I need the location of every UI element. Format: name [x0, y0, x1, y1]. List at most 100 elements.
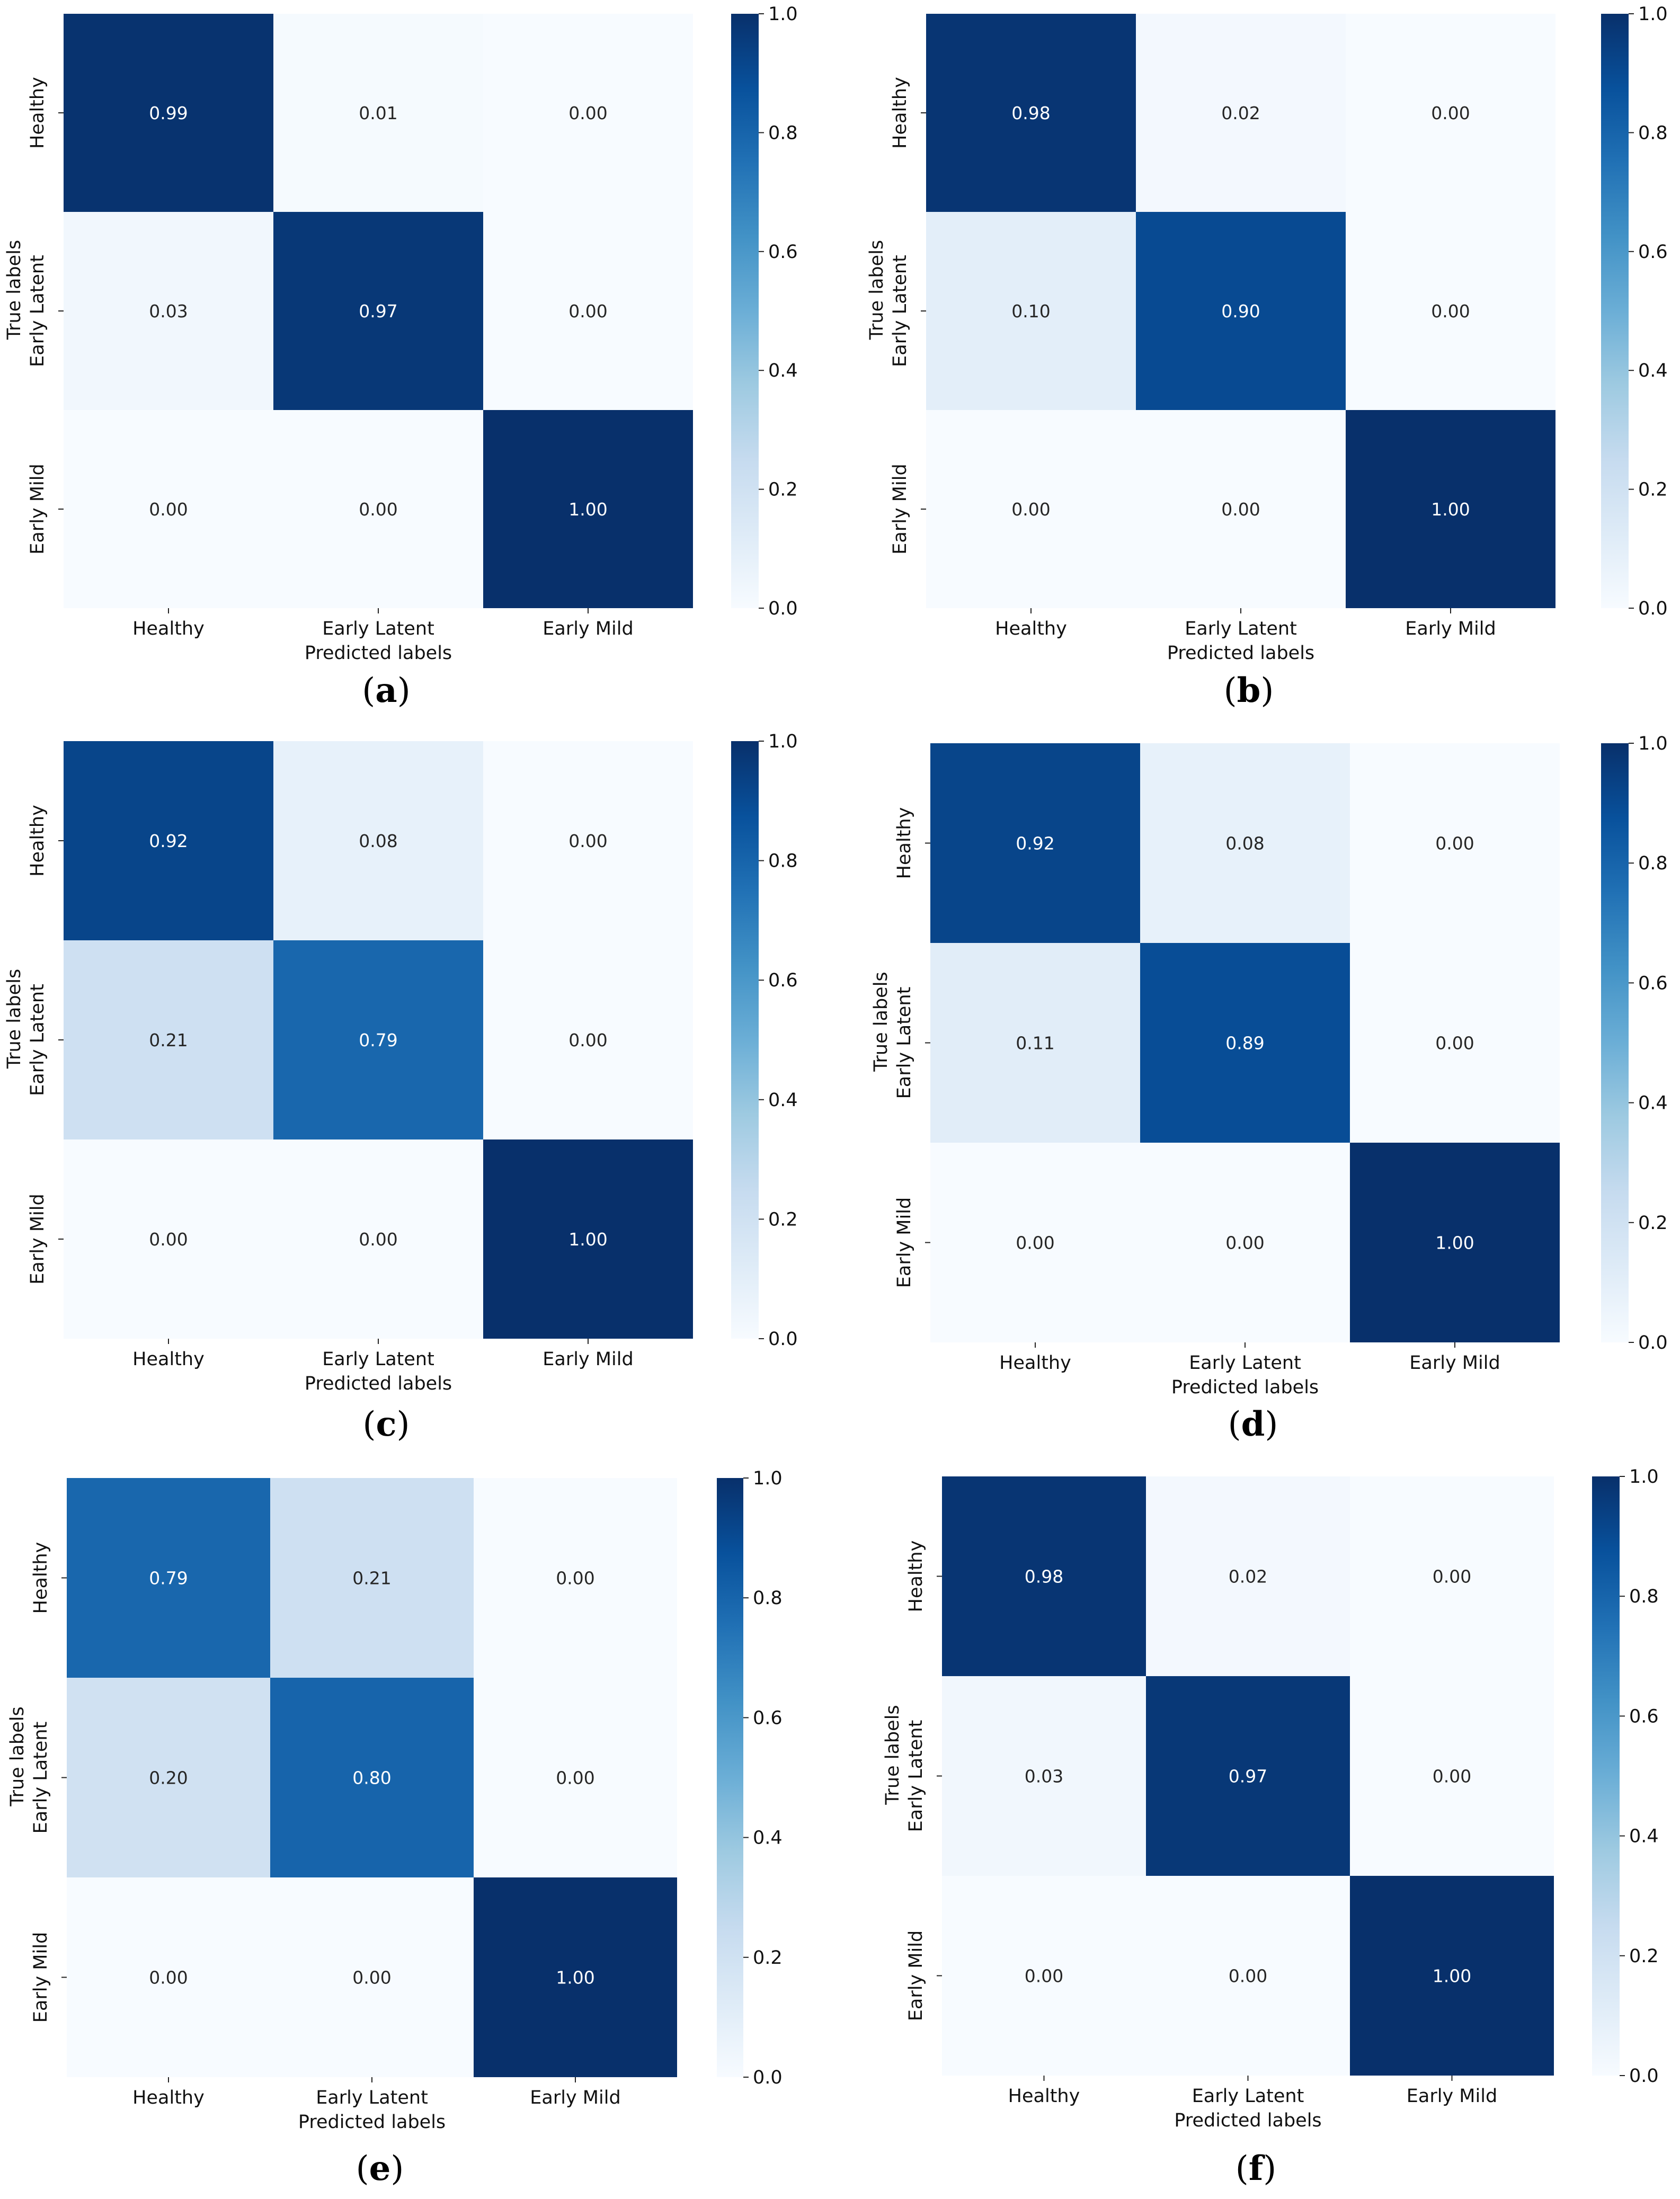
colorbar-tick-label: 0.0 — [768, 1329, 798, 1350]
cell-value-label: 0.80 — [352, 1768, 391, 1788]
heatmap-cell — [1350, 743, 1560, 943]
colorbar-tick-label: 0.0 — [1638, 598, 1668, 619]
cell-value-label: 1.00 — [568, 1229, 607, 1250]
colorbar-tick-label: 0.0 — [753, 2067, 783, 2088]
cell-value-label: 0.00 — [359, 1229, 397, 1250]
y-tick-label: Early Mild — [890, 464, 911, 554]
cell-value-label: 0.00 — [556, 1768, 594, 1788]
y-tick-label: Healthy — [894, 807, 915, 879]
panel-label: (b) — [1224, 671, 1274, 710]
cell-value-label: 0.00 — [568, 1030, 607, 1050]
x-axis-label: Predicted labels — [1171, 1377, 1319, 1398]
colorbar-tick-label: 0.6 — [753, 1707, 783, 1729]
heatmap-cell — [483, 410, 693, 608]
heatmap-cell — [930, 943, 1140, 1143]
heatmap-cell — [474, 1678, 677, 1877]
colorbar-tick-label: 0.8 — [1638, 122, 1668, 144]
heatmap-cell — [1346, 410, 1555, 608]
x-tick-label: Early Latent — [1192, 2086, 1304, 2107]
colorbar-tick-label: 0.0 — [768, 598, 798, 619]
colorbar-tick-label: 0.6 — [1638, 973, 1668, 994]
colorbar-tick-label: 1.0 — [768, 731, 798, 752]
cell-value-label: 0.00 — [352, 1967, 391, 1988]
heatmap-cell — [926, 14, 1136, 212]
cell-value-label: 0.00 — [1229, 1966, 1267, 1987]
colorbar-tick-label: 0.2 — [1638, 1213, 1668, 1234]
heatmap-cell — [483, 741, 693, 940]
heatmap-cell — [67, 1877, 270, 2077]
y-tick-label: Early Mild — [905, 1930, 927, 2021]
colorbar-tick-label: 0.6 — [768, 970, 798, 991]
confusion-matrix-panel: 0.98 0.02 0.00 0.10 0.90 0.00 0.00 0.00 1.00 Heal… — [866, 4, 1668, 710]
x-tick-label: Early Mild — [530, 2087, 620, 2108]
cell-value-label: 0.00 — [568, 103, 607, 123]
heatmap-cell — [1140, 1143, 1350, 1342]
cell-value-label: 0.92 — [149, 831, 188, 851]
x-tick-label: Early Mild — [1407, 2086, 1497, 2107]
heatmap-cell — [1136, 410, 1346, 608]
colorbar-tick-label: 0.8 — [753, 1588, 783, 1609]
heatmap-cell — [483, 212, 693, 410]
cell-value-label: 0.03 — [149, 301, 188, 322]
cell-value-label: 1.00 — [556, 1967, 594, 1988]
x-tick-label: Early Latent — [316, 2087, 428, 2108]
heatmap-cell — [483, 14, 693, 212]
cell-value-label: 1.00 — [568, 499, 607, 520]
heatmap-cell — [64, 741, 273, 940]
heatmap-cell — [474, 1478, 677, 1678]
colorbar-tick-label: 0.4 — [1638, 360, 1668, 381]
y-axis-label: True labels — [4, 969, 25, 1069]
heatmap-cell — [1140, 943, 1350, 1143]
colorbar-tick-label: 0.2 — [1638, 479, 1668, 501]
cell-value-label: 0.79 — [149, 1568, 188, 1589]
heatmap-cell — [270, 1478, 474, 1678]
colorbar-tick-label: 0.4 — [753, 1828, 783, 1849]
cell-value-label: 0.10 — [1011, 301, 1050, 322]
colorbar-tick-label: 0.2 — [1629, 1946, 1659, 1967]
cell-value-label: 0.21 — [149, 1030, 188, 1050]
x-tick-label: Early Mild — [543, 618, 633, 639]
cell-value-label: 0.00 — [359, 499, 397, 520]
heatmap-cell — [930, 1143, 1140, 1342]
confusion-matrix-panel: 0.92 0.08 0.00 0.21 0.79 0.00 0.00 0.00 1.00 Heal… — [4, 731, 798, 1444]
y-tick-label: Healthy — [27, 77, 48, 149]
colorbar-tick-label: 0.6 — [768, 242, 798, 263]
colorbar — [731, 741, 759, 1339]
x-axis-label: Predicted labels — [305, 643, 452, 664]
y-tick-label: Healthy — [905, 1541, 927, 1613]
colorbar-tick-label: 0.4 — [1629, 1826, 1659, 1847]
x-axis-label: Predicted labels — [1174, 2110, 1321, 2131]
x-tick-label: Healthy — [1008, 2086, 1080, 2107]
cell-value-label: 0.02 — [1229, 1566, 1267, 1587]
heatmap-cell — [1350, 943, 1560, 1143]
colorbar-tick-label: 1.0 — [1629, 1466, 1659, 1488]
colorbar — [1592, 1476, 1620, 2076]
cell-value-label: 0.98 — [1011, 103, 1050, 123]
x-tick-label: Early Latent — [322, 618, 434, 639]
x-tick-label: Early Mild — [1409, 1352, 1500, 1374]
heatmap-cell — [273, 410, 483, 608]
cell-value-label: 0.99 — [149, 103, 188, 123]
cell-value-label: 1.00 — [1435, 1233, 1474, 1253]
y-tick-label: Early Latent — [890, 255, 911, 367]
heatmap-cell — [273, 741, 483, 940]
heatmap-cell — [474, 1877, 677, 2077]
cell-value-label: 0.00 — [1221, 499, 1260, 520]
heatmap-cell — [926, 212, 1136, 410]
cell-value-label: 0.79 — [359, 1030, 397, 1050]
y-tick-label: Early Latent — [30, 1722, 51, 1834]
y-tick-label: Healthy — [30, 1542, 51, 1614]
heatmap-cell — [1350, 1876, 1554, 2076]
cell-value-label: 0.00 — [1433, 1566, 1471, 1587]
x-tick-label: Healthy — [132, 1349, 205, 1370]
y-tick-label: Early Latent — [27, 255, 48, 367]
cell-value-label: 0.00 — [1435, 1033, 1474, 1054]
heatmap-cell — [273, 212, 483, 410]
colorbar-tick-label: 0.2 — [768, 1209, 798, 1230]
y-tick-label: Early Mild — [27, 464, 48, 554]
cell-value-label: 0.20 — [149, 1768, 188, 1788]
cell-value-label: 0.00 — [1011, 499, 1050, 520]
heatmap-cell — [64, 14, 273, 212]
heatmap-cell — [273, 940, 483, 1139]
colorbar — [1601, 743, 1629, 1342]
